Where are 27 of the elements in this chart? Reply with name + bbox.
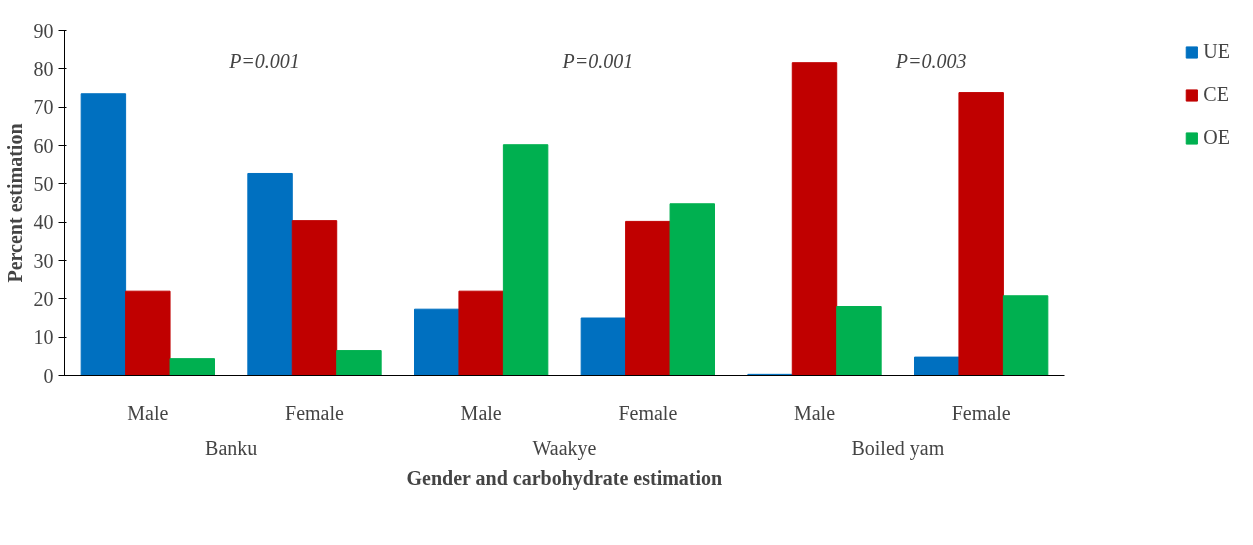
x-tick-label: Male — [460, 401, 502, 424]
legend-label: OE — [1203, 126, 1230, 149]
y-tick-label: 20 — [33, 287, 54, 310]
annotation: P=0.001 — [561, 49, 634, 72]
y-tick-label: 50 — [33, 172, 54, 195]
annotation: P=0.003 — [894, 49, 967, 72]
y-tick-label: 80 — [33, 57, 54, 80]
text: Banku — [205, 436, 258, 459]
y-tick-label: 30 — [33, 249, 54, 272]
y-tick-label: 10 — [33, 326, 54, 349]
x-tick-label: Female — [285, 401, 345, 424]
text: Waakye — [532, 436, 597, 460]
x-tick-label: Female — [618, 401, 678, 424]
text: Boiled yam — [851, 436, 945, 460]
y-axis-title: Percent estimation — [3, 123, 26, 283]
y-tick-label: 60 — [33, 134, 54, 157]
y-tick-label: 0 — [43, 364, 54, 387]
y-tick-label: 40 — [33, 211, 54, 234]
x-axis-title: Gender and carbohydrate estimation — [406, 466, 723, 490]
y-tick-label: 70 — [33, 96, 54, 119]
x-tick-label: Male — [793, 401, 836, 424]
y-tick-label: 90 — [33, 19, 54, 42]
x-tick-label: Female — [951, 401, 1011, 424]
annotation: P=0.001 — [228, 49, 300, 72]
legend-label: UE — [1203, 40, 1230, 63]
x-tick-label: Male — [127, 401, 169, 424]
legend-label: CE — [1203, 83, 1229, 106]
